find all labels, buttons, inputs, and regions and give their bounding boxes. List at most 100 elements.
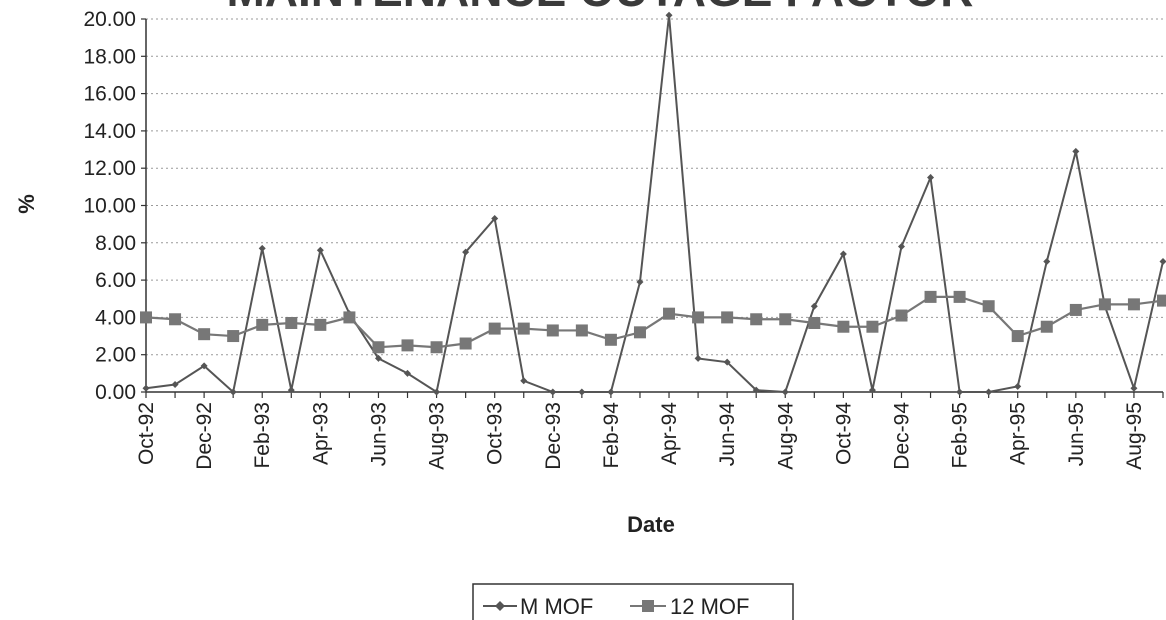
data-point-12-mof <box>808 316 821 329</box>
data-point-12-mof <box>1040 320 1053 333</box>
data-point-12-mof <box>692 311 705 324</box>
y-tick-label: 16.00 <box>83 83 136 106</box>
data-point-m-mof <box>200 362 208 370</box>
gridlines <box>146 18 1163 356</box>
data-point-12-mof <box>1127 298 1140 311</box>
data-point-m-mof <box>316 246 324 254</box>
data-point-m-mof <box>897 243 905 251</box>
data-point-12-mof <box>953 290 966 303</box>
legend-label-m-mof: M MOF <box>520 594 593 619</box>
data-point-12-mof <box>546 324 559 337</box>
x-tick-label: Jun-95 <box>1065 402 1088 466</box>
x-tick-label: Dec-94 <box>890 402 913 470</box>
data-point-12-mof <box>895 309 908 322</box>
data-point-m-mof <box>171 381 179 389</box>
x-tick-label: Apr-95 <box>1007 402 1030 465</box>
legend-label-12-mof: 12 MOF <box>670 594 749 619</box>
x-tick-label: Jun-93 <box>367 402 390 466</box>
data-point-12-mof <box>721 311 734 324</box>
data-point-12-mof <box>866 320 879 333</box>
series-group <box>140 11 1166 396</box>
x-tick-label: Dec-93 <box>542 402 565 470</box>
data-point-m-mof <box>927 174 935 182</box>
data-point-12-mof <box>1069 303 1082 316</box>
data-point-m-mof <box>229 388 237 396</box>
data-point-m-mof <box>404 369 412 377</box>
data-point-12-mof <box>924 290 937 303</box>
data-point-m-mof <box>462 248 470 256</box>
x-tick-label: Jun-94 <box>716 402 739 467</box>
x-tick-label: Aug-94 <box>774 402 797 470</box>
data-point-12-mof <box>343 311 356 324</box>
y-tick-label: 12.00 <box>83 157 136 180</box>
y-axis-title: % <box>14 194 39 214</box>
data-point-m-mof <box>491 215 499 223</box>
y-tick-label: 18.00 <box>83 45 136 68</box>
data-point-m-mof <box>607 388 615 396</box>
y-tick-label: 8.00 <box>95 232 136 255</box>
data-point-12-mof <box>285 316 298 329</box>
data-point-12-mof <box>140 311 152 324</box>
data-point-m-mof <box>142 384 150 392</box>
data-point-12-mof <box>256 318 269 331</box>
data-point-12-mof <box>488 322 501 335</box>
data-point-m-mof <box>665 11 673 19</box>
data-point-m-mof <box>781 388 789 396</box>
data-point-m-mof <box>578 388 586 396</box>
data-point-12-mof <box>982 300 995 313</box>
data-point-12-mof <box>198 328 211 341</box>
data-point-m-mof <box>374 354 382 362</box>
x-tick-label: Apr-94 <box>658 402 681 465</box>
data-point-m-mof <box>694 354 702 362</box>
series-line-m-mof <box>145 15 1164 394</box>
data-point-12-mof <box>1157 294 1166 307</box>
data-point-m-mof <box>520 377 528 385</box>
y-tick-label: 14.00 <box>83 120 136 143</box>
data-point-m-mof <box>1014 382 1022 390</box>
data-point-m-mof <box>1072 147 1080 155</box>
data-point-12-mof <box>459 337 472 350</box>
data-point-m-mof <box>1159 257 1166 265</box>
data-point-m-mof <box>723 358 731 366</box>
y-tick-label: 6.00 <box>95 269 136 292</box>
data-point-m-mof <box>433 388 441 396</box>
legend-marker-12-mof <box>642 600 654 612</box>
data-point-12-mof <box>169 313 182 326</box>
y-tick-label: 2.00 <box>95 344 136 367</box>
y-tick-label: 10.00 <box>83 195 136 218</box>
data-point-12-mof <box>517 322 530 335</box>
data-point-12-mof <box>227 330 240 343</box>
data-point-m-mof <box>985 388 993 396</box>
data-point-12-mof <box>1011 330 1024 343</box>
data-point-12-mof <box>372 341 385 354</box>
x-tick-label: Oct-92 <box>135 402 158 465</box>
data-point-12-mof <box>401 339 414 352</box>
x-axis-title: Date <box>627 512 675 537</box>
x-tick-label: Feb-95 <box>949 402 972 469</box>
x-tick-label: Oct-93 <box>484 402 507 465</box>
x-tick-label: Feb-94 <box>600 402 623 469</box>
data-point-12-mof <box>633 326 646 339</box>
data-point-12-mof <box>750 313 763 326</box>
axes: 0.00 2.00 4.00 6.00 8.00 10.00 12.00 14.00 16.00… <box>83 8 1164 470</box>
series-line-12-mof <box>145 295 1164 349</box>
data-point-m-mof <box>258 244 266 252</box>
legend-marker-m-mof <box>495 601 505 611</box>
x-tick-label: Apr-93 <box>309 402 332 465</box>
y-tick-label: 20.00 <box>83 8 136 31</box>
data-point-12-mof <box>575 324 588 337</box>
data-point-12-mof <box>663 307 676 320</box>
data-point-m-mof <box>752 386 760 394</box>
y-tick-label: 0.00 <box>95 381 136 404</box>
data-point-12-mof <box>779 313 792 326</box>
data-point-m-mof <box>549 388 557 396</box>
x-tick-label: Aug-95 <box>1123 402 1146 470</box>
data-point-12-mof <box>430 341 443 354</box>
data-point-12-mof <box>314 318 327 331</box>
data-point-m-mof <box>839 250 847 258</box>
legend: M MOF 12 MOF <box>472 583 794 620</box>
data-point-m-mof <box>1043 257 1051 265</box>
legend-box <box>472 583 794 620</box>
